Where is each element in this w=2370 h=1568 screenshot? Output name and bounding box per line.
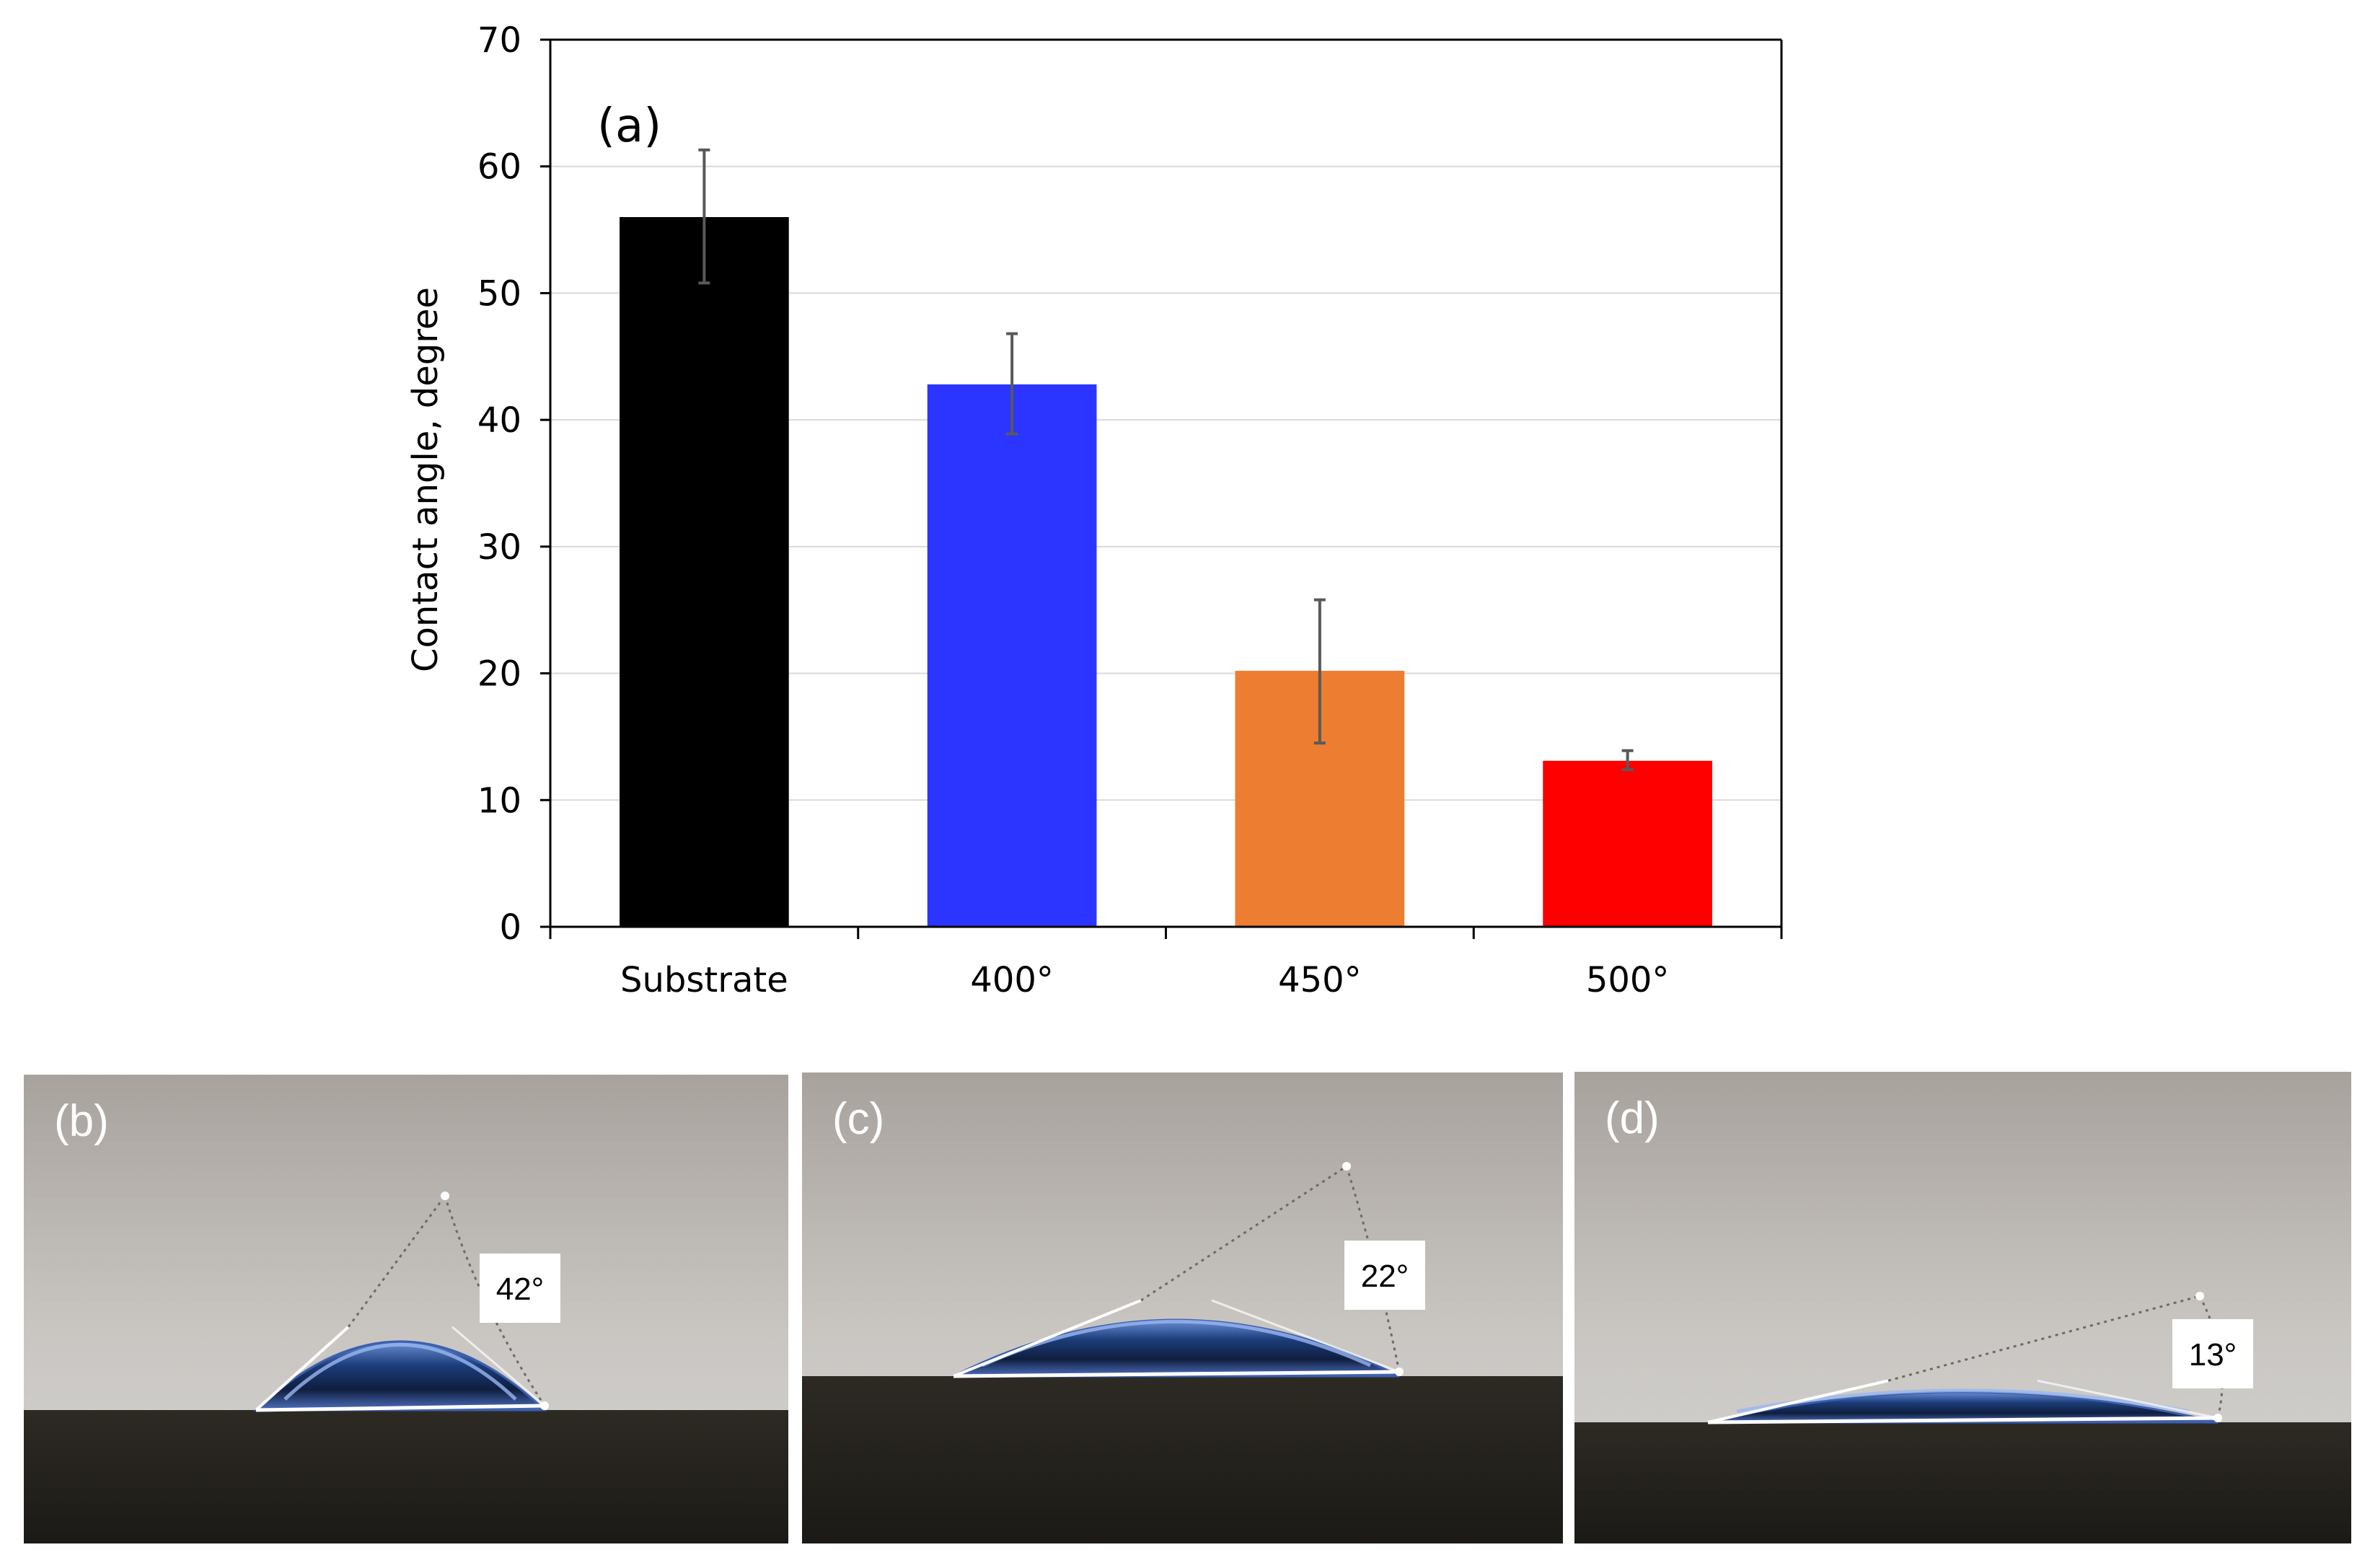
angle-label-box xyxy=(480,1254,560,1323)
angle-arc xyxy=(444,1195,546,1406)
y-tick-label: 60 xyxy=(477,147,521,188)
y-tick-label: 30 xyxy=(477,527,521,568)
angle-label-box xyxy=(2172,1319,2253,1388)
substrate-surface xyxy=(1574,1422,2351,1543)
photo-panel-d: 13° (d) xyxy=(1574,1072,2351,1543)
angle-guide-line xyxy=(1887,1295,2201,1382)
x-tick-label: 500° xyxy=(1586,960,1670,1000)
substrate-surface xyxy=(802,1376,1563,1543)
apex-marker xyxy=(1342,1162,1351,1171)
tangent-line-right xyxy=(1211,1299,1400,1373)
tangent-line-left xyxy=(1707,1379,1889,1424)
bar-chart: 0 10 20 30 40 50 60 70 Substrate 400° 450° 500° (a… xyxy=(405,20,1783,1000)
error-bar-0 xyxy=(698,148,710,285)
apex-marker xyxy=(2195,1292,2204,1300)
x-tick-label: 400° xyxy=(970,960,1054,1000)
angle-label: 22° xyxy=(1361,1259,1409,1294)
bar-3 xyxy=(1543,760,1712,927)
contact-point-marker xyxy=(1395,1367,1404,1376)
y-tick-label: 0 xyxy=(499,907,521,948)
y-tick-label: 10 xyxy=(477,780,521,821)
panel-label-b: (b) xyxy=(54,1096,109,1146)
tangent-line-right xyxy=(2037,1379,2219,1419)
panel-label-a: (a) xyxy=(597,100,661,153)
baseline-line xyxy=(953,1370,1400,1378)
error-bar-1 xyxy=(1006,332,1018,436)
droplet-photos: 42° (b) 22° (c) 13° (d) xyxy=(24,1072,2351,1543)
y-axis-ticks: 0 10 20 30 40 50 60 70 xyxy=(477,20,550,948)
panel-label-d: (d) xyxy=(1605,1093,1660,1143)
baseline-line xyxy=(1707,1416,2219,1424)
water-droplet xyxy=(253,1340,547,1411)
angle-guide-line xyxy=(347,1195,446,1328)
y-tick-label: 50 xyxy=(477,273,521,314)
tangent-line-left xyxy=(255,1326,350,1411)
y-tick-label: 70 xyxy=(477,20,521,61)
panel-label-c: (c) xyxy=(832,1094,884,1144)
error-bars xyxy=(698,148,1634,772)
contact-point-marker xyxy=(540,1401,549,1410)
error-bar-3 xyxy=(1621,749,1634,772)
droplet-highlight xyxy=(981,1319,1372,1367)
droplet-highlight xyxy=(283,1343,517,1401)
angle-label: 13° xyxy=(2189,1337,2237,1373)
bars xyxy=(620,217,1712,927)
photo-panel-c: 22° (c) xyxy=(802,1073,1563,1543)
substrate-surface xyxy=(24,1410,788,1543)
baseline-line xyxy=(255,1404,545,1412)
y-tick-label: 40 xyxy=(477,400,521,441)
x-axis-ticks: Substrate 400° 450° 500° xyxy=(549,927,1783,1000)
error-bar-2 xyxy=(1313,598,1326,745)
photo-panel-b: 42° (b) xyxy=(24,1075,788,1543)
angle-guide-line xyxy=(1140,1165,1347,1302)
contact-point-marker xyxy=(2213,1414,2222,1422)
bar-0 xyxy=(620,217,789,927)
x-tick-label: Substrate xyxy=(620,960,788,1000)
bar-1 xyxy=(927,384,1097,927)
x-tick-label: 450° xyxy=(1278,960,1362,1000)
tangent-line-right xyxy=(451,1326,545,1407)
apex-marker xyxy=(441,1192,449,1200)
tangent-line-left xyxy=(953,1299,1142,1378)
y-axis-label: Contact angle, degree xyxy=(405,287,446,672)
angle-label-box xyxy=(1344,1241,1425,1310)
angle-label: 42° xyxy=(496,1272,545,1307)
y-tick-label: 20 xyxy=(477,654,521,695)
